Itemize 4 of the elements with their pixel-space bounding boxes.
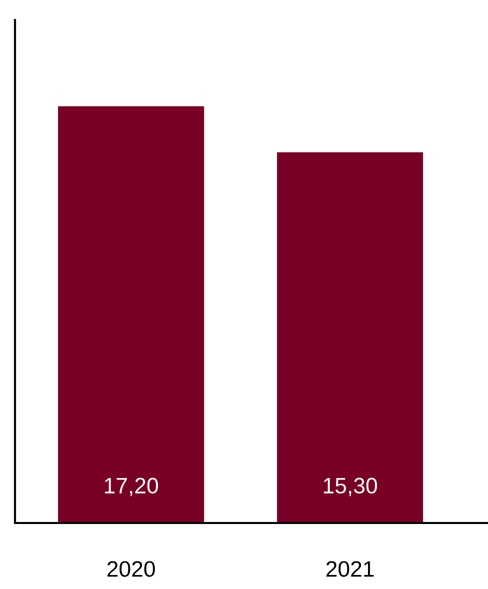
data-label: 15,30: [324, 478, 377, 496]
data-label: 17,20: [104, 478, 158, 496]
x-tick-label: 2020: [107, 561, 155, 577]
x-tick-label: 2021: [326, 561, 374, 577]
